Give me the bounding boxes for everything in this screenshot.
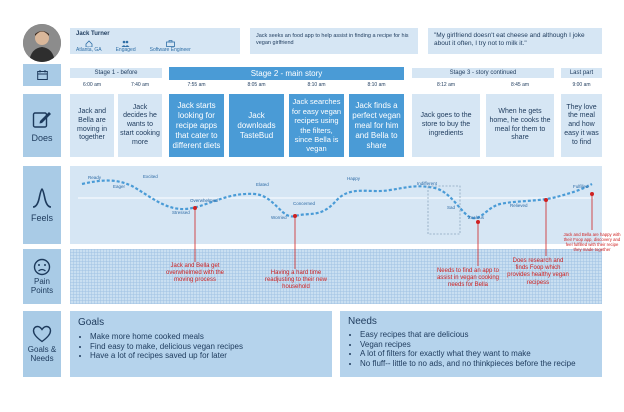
does-step-4: Jack downloads TasteBud bbox=[229, 94, 284, 157]
goals-needs-label: Goals & Needs bbox=[27, 344, 57, 363]
needs-title: Needs bbox=[348, 316, 377, 327]
persona-avatar bbox=[23, 24, 61, 62]
time-label: 8:12 am bbox=[436, 82, 456, 88]
heart-icon bbox=[32, 325, 52, 343]
does-step-6: Jack finds a perfect vegan meal for him … bbox=[349, 94, 404, 157]
time-label: 8:10 am bbox=[307, 82, 326, 88]
need-item: No fluff-- little to no ads, and no thin… bbox=[360, 359, 594, 369]
time-label: 8:05 am bbox=[247, 82, 266, 88]
time-label: 6:00 am bbox=[82, 82, 102, 88]
emotion-label: Stressed bbox=[172, 210, 190, 215]
emotion-label: Zealous bbox=[468, 215, 485, 220]
needs-list: Easy recipes that are delicious Vegan re… bbox=[348, 330, 594, 368]
does-step-2: Jack decides he wants to start cooking m… bbox=[118, 94, 162, 157]
emotion-highlight-box bbox=[427, 185, 461, 235]
does-label: Does bbox=[31, 132, 53, 143]
calendar-label-cell bbox=[23, 64, 61, 86]
time-label: 8:45 am bbox=[510, 82, 530, 88]
does-step-7: Jack goes to the store to buy the ingred… bbox=[412, 94, 480, 157]
pain-point-1: Jack and Bella get overwhelmed with the … bbox=[165, 263, 225, 284]
does-label-cell: Does bbox=[23, 94, 61, 157]
emotion-label: Indifferent bbox=[417, 181, 437, 186]
emotion-label: Excited bbox=[143, 174, 158, 179]
calendar-icon bbox=[36, 70, 48, 80]
emotion-label: Concerned bbox=[293, 201, 316, 206]
emotion-label: Ready bbox=[88, 175, 102, 180]
pencil-edit-icon bbox=[32, 111, 51, 128]
need-item: A lot of filters for exactly what they w… bbox=[360, 349, 594, 359]
feels-label-cell: Feels bbox=[23, 166, 61, 244]
people-icon bbox=[121, 40, 130, 47]
pain-connectors bbox=[194, 194, 593, 269]
pain-points-panel bbox=[70, 249, 602, 304]
pain-points-label: Pain Points bbox=[30, 276, 54, 295]
pain-point-5: Jack and Bella are happy with their Foop… bbox=[563, 232, 621, 253]
pain-point-4: Does research and finds Foop which provi… bbox=[507, 258, 569, 286]
pain-point-3: Needs to find an app to assist in vegan … bbox=[436, 268, 500, 289]
quote-card: "My girlfriend doesn't eat cheese and al… bbox=[428, 28, 602, 54]
time-label: 7:55 am bbox=[187, 82, 206, 88]
pain-point-2: Having a hard time readjusting to their … bbox=[264, 270, 328, 291]
bell-curve-icon bbox=[32, 188, 52, 208]
feels-panel bbox=[70, 166, 602, 244]
emotion-label: Elated bbox=[256, 182, 269, 187]
stage-4-header: Last part bbox=[561, 68, 602, 78]
goal-item: Make more home cooked meals bbox=[90, 332, 324, 342]
pain-points-label-cell: Pain Points bbox=[23, 249, 61, 304]
quote-text: "My girlfriend doesn't eat cheese and al… bbox=[434, 32, 585, 48]
goal-item: Find easy to make, delicious vegan recip… bbox=[90, 342, 324, 352]
goals-list: Make more home cooked meals Find easy to… bbox=[78, 332, 324, 361]
goals-title: Goals bbox=[78, 317, 105, 328]
emotion-label: Fulfilled bbox=[573, 184, 589, 189]
need-item: Vegan recipes bbox=[360, 340, 594, 350]
time-label: 7:40 am bbox=[130, 82, 150, 88]
time-label: 8:10 am bbox=[367, 82, 386, 88]
goal-item: Have a lot of recipes saved up for later bbox=[90, 351, 324, 361]
feels-label: Feels bbox=[30, 213, 53, 223]
scenario-card: Jack seeks an food app to help assist in… bbox=[250, 28, 418, 54]
stage-3-header: Stage 3 - story continued bbox=[412, 68, 554, 78]
home-icon bbox=[85, 40, 93, 47]
persona-location: Atlanta, GA bbox=[76, 47, 102, 53]
does-step-3: Jack starts looking for recipe apps that… bbox=[169, 94, 224, 157]
does-step-5: Jack searches for easy vegan recipes usi… bbox=[289, 94, 344, 157]
does-step-9: They love the meal and how easy it was t… bbox=[561, 94, 602, 157]
person-photo-icon bbox=[23, 24, 61, 62]
persona-job: Software Engineer bbox=[149, 47, 191, 53]
emotion-label: Sad bbox=[447, 205, 456, 210]
briefcase-icon bbox=[165, 40, 175, 47]
emotion-label: Eager bbox=[113, 184, 126, 189]
time-label: 9:00 am bbox=[572, 82, 591, 88]
does-step-8: When he gets home, he cooks the meal for… bbox=[486, 94, 554, 157]
emotion-label: Happy bbox=[347, 176, 361, 181]
needs-panel: Needs Easy recipes that are delicious Ve… bbox=[340, 311, 602, 377]
need-item: Easy recipes that are delicious bbox=[360, 330, 594, 340]
goals-panel: Goals Make more home cooked meals Find e… bbox=[70, 311, 332, 377]
emotion-label: Relieved bbox=[510, 203, 528, 208]
persona-card: Jack Turner Atlanta, GA Engaged Software… bbox=[70, 28, 240, 54]
scenario-text: Jack seeks an food app to help assist in… bbox=[256, 33, 409, 47]
stage-1-header: Stage 1 - before bbox=[70, 68, 162, 78]
emotion-label: Overwhelmed bbox=[190, 198, 218, 203]
persona-status: Engaged bbox=[115, 47, 136, 53]
persona-name: Jack Turner bbox=[76, 31, 110, 37]
emotion-curve bbox=[78, 179, 594, 235]
goals-needs-label-cell: Goals & Needs bbox=[23, 311, 61, 377]
sad-face-icon bbox=[33, 258, 51, 275]
stage-2-header: Stage 2 - main story bbox=[169, 67, 404, 80]
emotion-label: Worried bbox=[271, 215, 287, 220]
does-step-1: Jack and Bella are moving in together bbox=[70, 94, 114, 157]
